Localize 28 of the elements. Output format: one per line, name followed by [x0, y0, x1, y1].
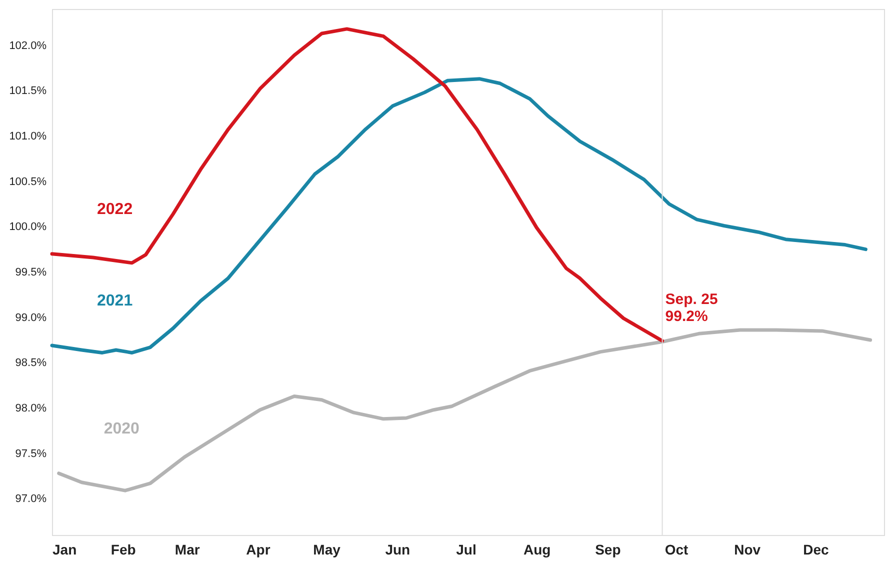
y-tick-label: 101.0% — [9, 130, 47, 142]
y-tick-label: 101.5% — [9, 85, 47, 98]
x-tick-label: Mar — [174, 542, 200, 558]
annotation: 99.2% — [665, 308, 708, 325]
text: 2021 — [97, 292, 133, 310]
series-label: 2022 — [97, 200, 133, 218]
x-tick-label: May — [313, 542, 341, 558]
y-tick-label: 97.0% — [15, 493, 47, 506]
x-tick-label: Jun — [385, 542, 410, 558]
y-tick-label: 98.5% — [15, 357, 47, 370]
x-tick-label: Dec — [803, 542, 829, 558]
x-tick-label: Nov — [734, 542, 761, 558]
text: 2020 — [104, 420, 140, 438]
x-tick-label: Jul — [456, 542, 476, 558]
y-tick-label: 97.5% — [15, 448, 47, 460]
ref-line-label: Sep. 25 — [665, 290, 718, 308]
y-tick-label: 98.0% — [15, 402, 47, 415]
y-tick-label: 100.5% — [9, 176, 47, 188]
x-tick-label: Feb — [110, 542, 136, 558]
y-tick-label: 100.0% — [9, 221, 47, 234]
x-tick-label: Jan — [52, 542, 77, 558]
x-tick-label: Aug — [523, 542, 551, 558]
y-tick-label: 99.0% — [15, 312, 47, 324]
y-tick-label: 99.5% — [15, 266, 47, 278]
x-tick-label: Apr — [246, 542, 271, 558]
y-tick-label: 102.0% — [9, 40, 47, 52]
x-tick-label: Oct — [664, 542, 689, 558]
x-tick-label: Sep — [595, 542, 621, 558]
